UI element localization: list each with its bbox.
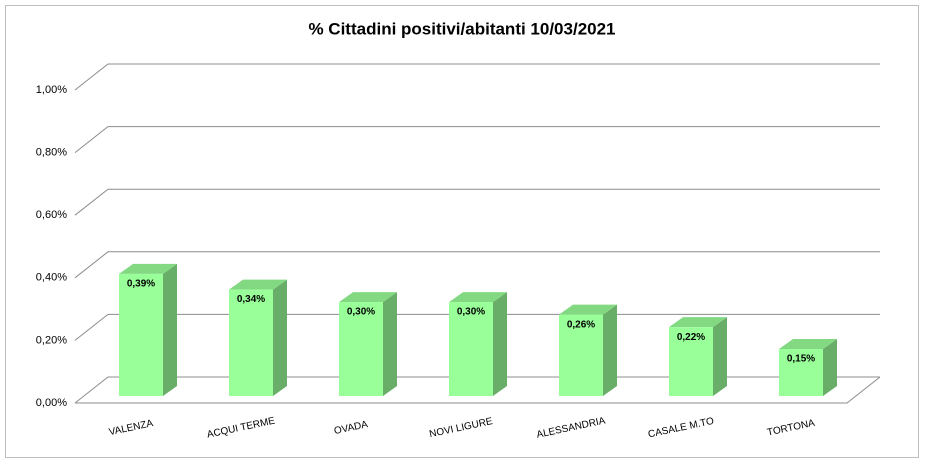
- bar-front: [779, 349, 823, 396]
- bar-top: [559, 304, 617, 315]
- bar-side: [713, 317, 727, 396]
- grid-line: [74, 251, 880, 279]
- bar-front: [229, 289, 273, 396]
- bar-side: [273, 279, 287, 396]
- value-label: 0,34%: [237, 294, 265, 305]
- y-tick-label: 0,80%: [36, 147, 67, 159]
- bar-front: [339, 302, 383, 396]
- value-label: 0,22%: [677, 332, 705, 343]
- bar: [119, 263, 177, 396]
- value-label: 0,39%: [127, 279, 155, 290]
- bar-top: [339, 292, 397, 303]
- grid-line: [74, 63, 880, 91]
- grid-line: [74, 313, 880, 341]
- grid-line: [74, 376, 881, 404]
- bar-top: [669, 317, 727, 328]
- bar: [669, 317, 727, 396]
- bar-top: [229, 279, 287, 290]
- chart-title: % Cittadini positivi/abitanti 10/03/2021: [308, 19, 615, 38]
- bar: [449, 292, 507, 396]
- bar-side: [603, 304, 617, 396]
- bar: [339, 292, 397, 396]
- bar-top: [119, 263, 177, 274]
- value-label: 0,15%: [787, 354, 815, 365]
- y-tick-label: 0,40%: [36, 272, 67, 284]
- bar-front: [669, 327, 713, 396]
- value-label: 0,26%: [567, 319, 595, 330]
- y-tick-label: 0,20%: [36, 334, 67, 346]
- y-tick-label: 0,60%: [36, 209, 67, 221]
- bar: [779, 339, 837, 396]
- bar-side: [823, 339, 837, 396]
- bar: [559, 304, 617, 396]
- bar-side: [163, 263, 177, 396]
- bar-front: [449, 302, 493, 396]
- bar-side: [493, 292, 507, 396]
- y-tick-label: 1,00%: [36, 84, 67, 96]
- grid-line: [74, 126, 880, 153]
- bar-side: [383, 292, 397, 396]
- bar-front: [559, 314, 603, 396]
- bar-front: [119, 273, 163, 396]
- y-tick-label: 0,00%: [36, 397, 67, 409]
- bar: [229, 279, 287, 396]
- bar-top: [449, 292, 507, 303]
- bar-top: [779, 339, 837, 350]
- grid-line: [74, 188, 880, 216]
- value-label: 0,30%: [457, 307, 485, 318]
- value-label: 0,30%: [347, 307, 375, 318]
